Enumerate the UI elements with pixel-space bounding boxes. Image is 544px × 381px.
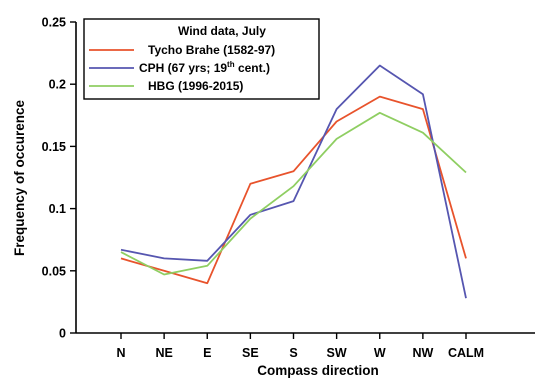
- y-tick-label: 0.1: [49, 202, 66, 216]
- axes: [75, 22, 535, 334]
- x-tick-label: CALM: [448, 346, 484, 360]
- y-tick-label: 0.05: [42, 264, 66, 278]
- x-tick-label: S: [289, 346, 297, 360]
- legend-label-cph-tail: cent.): [235, 61, 270, 75]
- y-axis-title: Frequency of occurence: [12, 99, 27, 256]
- legend: Wind data, July Tycho Brahe (1582-97) CP…: [83, 18, 320, 100]
- legend-label-cph-main: CPH (67 yrs; 19: [139, 61, 227, 75]
- series-lines: [120, 64, 467, 299]
- legend-label-cph: CPH (67 yrs; 19th cent.): [139, 60, 270, 75]
- x-tick-label: SE: [242, 346, 259, 360]
- x-tick-label: E: [203, 346, 211, 360]
- x-axis-ticks: N NE E SE S SW W NW CALM: [116, 333, 484, 360]
- x-tick-label: NW: [412, 346, 433, 360]
- x-axis-title: Compass direction: [257, 363, 379, 378]
- legend-label-cph-sup: th: [227, 60, 235, 69]
- series-line-hbg: [120, 111, 467, 276]
- legend-label-hbg: HBG (1996-2015): [148, 79, 243, 93]
- x-tick-label: SW: [327, 346, 347, 360]
- y-tick-label: 0.25: [42, 16, 66, 30]
- x-tick-label: N: [116, 346, 125, 360]
- y-tick-label: 0: [59, 327, 66, 341]
- legend-label-tycho: Tycho Brahe (1582-97): [148, 43, 275, 57]
- series-line-cph: [120, 64, 467, 299]
- y-tick-label: 0.15: [42, 140, 66, 154]
- series-line-tycho-brahe: [120, 95, 467, 285]
- x-tick-label: W: [374, 346, 386, 360]
- y-tick-label: 0.2: [49, 78, 66, 92]
- y-axis-ticks: 0 0.05 0.1 0.15 0.2 0.25: [42, 16, 76, 341]
- legend-title: Wind data, July: [178, 24, 266, 38]
- x-tick-label: NE: [155, 346, 172, 360]
